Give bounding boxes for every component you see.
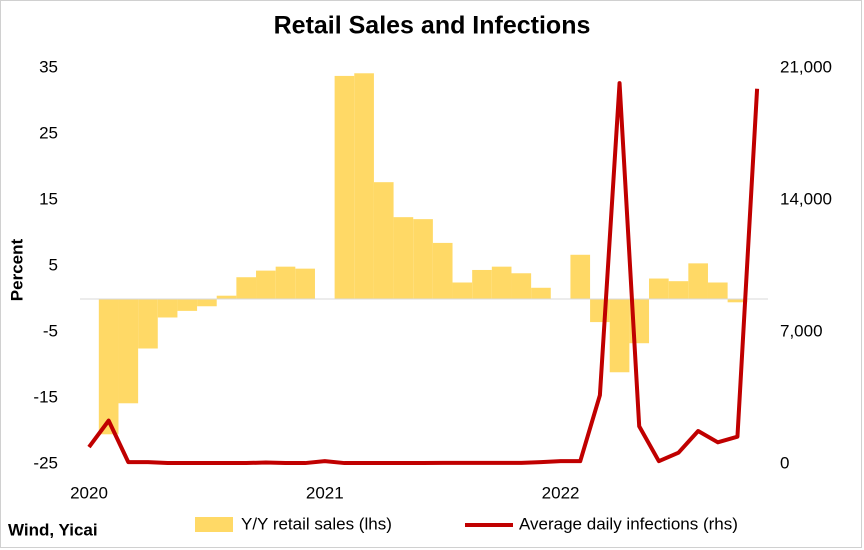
bar (334, 75, 355, 299)
bar (452, 282, 473, 299)
bar (531, 287, 551, 299)
y2-tick-label: 7,000 (780, 321, 823, 340)
x-tick-label: 2021 (306, 483, 344, 502)
y2-tick-label: 0 (780, 453, 789, 472)
bar (688, 263, 708, 299)
y-tick-label: 35 (39, 57, 58, 76)
bar (354, 73, 374, 299)
bar (236, 277, 257, 299)
bar (413, 219, 433, 299)
y-tick-label: 15 (39, 189, 58, 208)
bar (491, 266, 512, 299)
bar (275, 266, 296, 299)
bar (256, 270, 276, 299)
bar (373, 182, 394, 299)
bar (570, 254, 591, 299)
bar (707, 282, 728, 299)
bar (472, 269, 492, 299)
x-tick-label: 2022 (542, 483, 580, 502)
bar (511, 273, 532, 299)
y-tick-label: -15 (33, 387, 58, 406)
bar (295, 268, 315, 299)
y-tick-label: 25 (39, 123, 58, 142)
y-axis-label: Percent (7, 238, 26, 301)
bar (609, 299, 630, 373)
bar (157, 299, 178, 318)
bar (727, 299, 748, 303)
x-tick-label: 2020 (70, 483, 108, 502)
bar (216, 295, 237, 299)
line (87, 81, 760, 466)
bar (393, 217, 414, 299)
bar (649, 278, 669, 299)
y-tick-label: -25 (33, 453, 58, 472)
bar (197, 299, 217, 307)
legend-label: Y/Y retail sales (lhs) (241, 514, 392, 533)
bar (118, 299, 139, 404)
legend-label: Average daily infections (rhs) (519, 514, 738, 533)
source: Wind, Yicai (8, 520, 98, 539)
chart-title: Retail Sales and Infections (274, 12, 591, 40)
bar (432, 242, 453, 299)
y2-tick-label: 14,000 (780, 189, 832, 208)
bar (668, 281, 689, 299)
bar (98, 299, 119, 435)
y-tick-label: 5 (49, 255, 58, 274)
y-tick-label: -5 (43, 321, 58, 340)
legend-swatch (195, 517, 233, 532)
bar (177, 299, 198, 311)
bar (138, 299, 158, 349)
y2-tick-label: 21,000 (780, 57, 832, 76)
